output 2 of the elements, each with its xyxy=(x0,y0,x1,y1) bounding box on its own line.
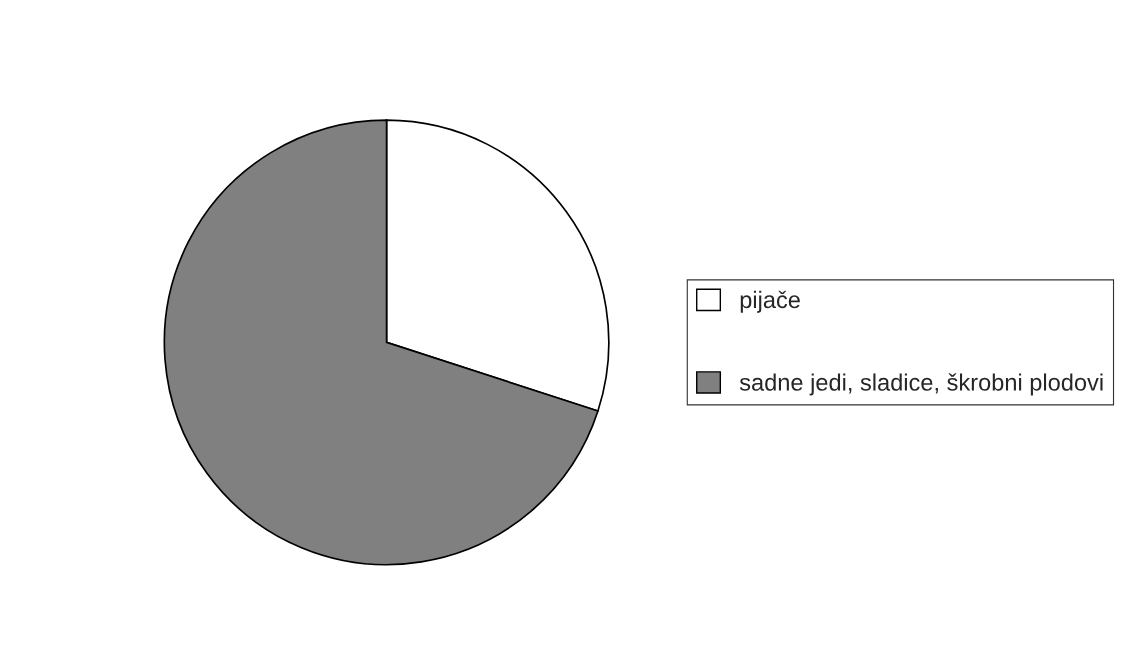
legend-label: pijače xyxy=(740,290,800,313)
legend-label: sadne jedi, sladice, škrobni plodovi xyxy=(739,373,1103,396)
